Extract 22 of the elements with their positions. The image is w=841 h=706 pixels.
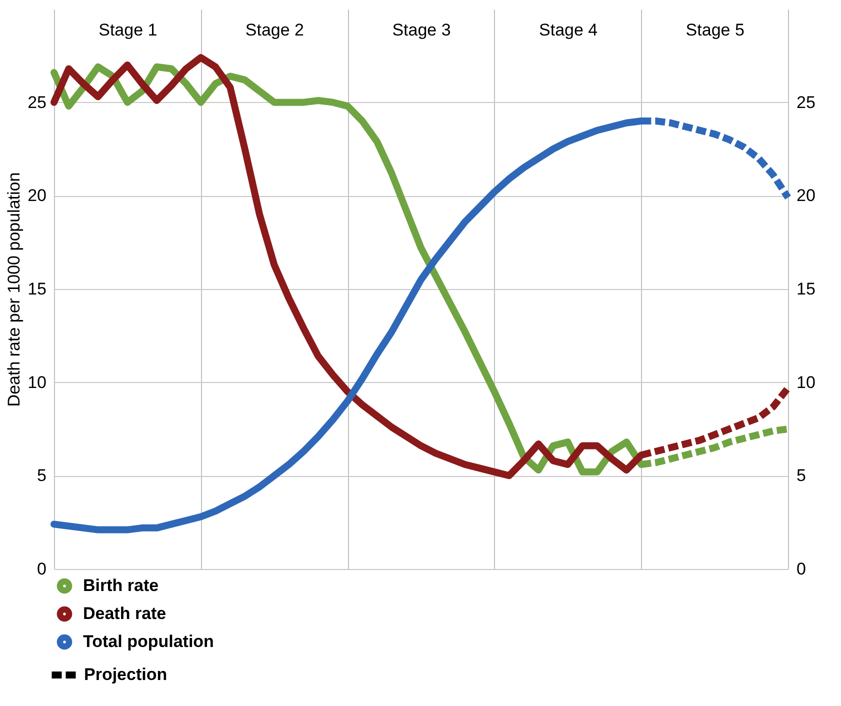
x-tick-label: Stage 5 (686, 20, 744, 40)
x-tick-label: Stage 1 (98, 20, 158, 40)
y2-tick-label: 25 (796, 92, 816, 112)
legend-label: Birth rate (83, 576, 159, 595)
text: Projection (84, 665, 168, 684)
legend-label: Death rate (83, 604, 166, 623)
legend-label: Total population (83, 632, 214, 651)
y2-tick-label: 5 (796, 466, 806, 486)
x-tick-label: Stage 3 (392, 20, 451, 40)
x-tick-label: Stage 2 (245, 20, 304, 40)
x-tick-label: Stage 4 (538, 20, 598, 40)
y-tick-label: 25 (28, 92, 46, 112)
y-tick-label: 15 (28, 280, 46, 298)
y2-tick-label: 20 (796, 186, 816, 206)
y2-tick-label: 10 (796, 372, 816, 392)
y-tick-label: 0 (37, 560, 46, 578)
y-axis-title: Death rate per 1000 population (4, 172, 24, 407)
y-tick-label: 20 (28, 186, 46, 206)
y-tick-label: 10 (28, 372, 46, 392)
y2-tick-label: 0 (796, 560, 806, 578)
y2-tick-label: 15 (796, 280, 816, 298)
y-tick-label: 5 (37, 466, 46, 486)
